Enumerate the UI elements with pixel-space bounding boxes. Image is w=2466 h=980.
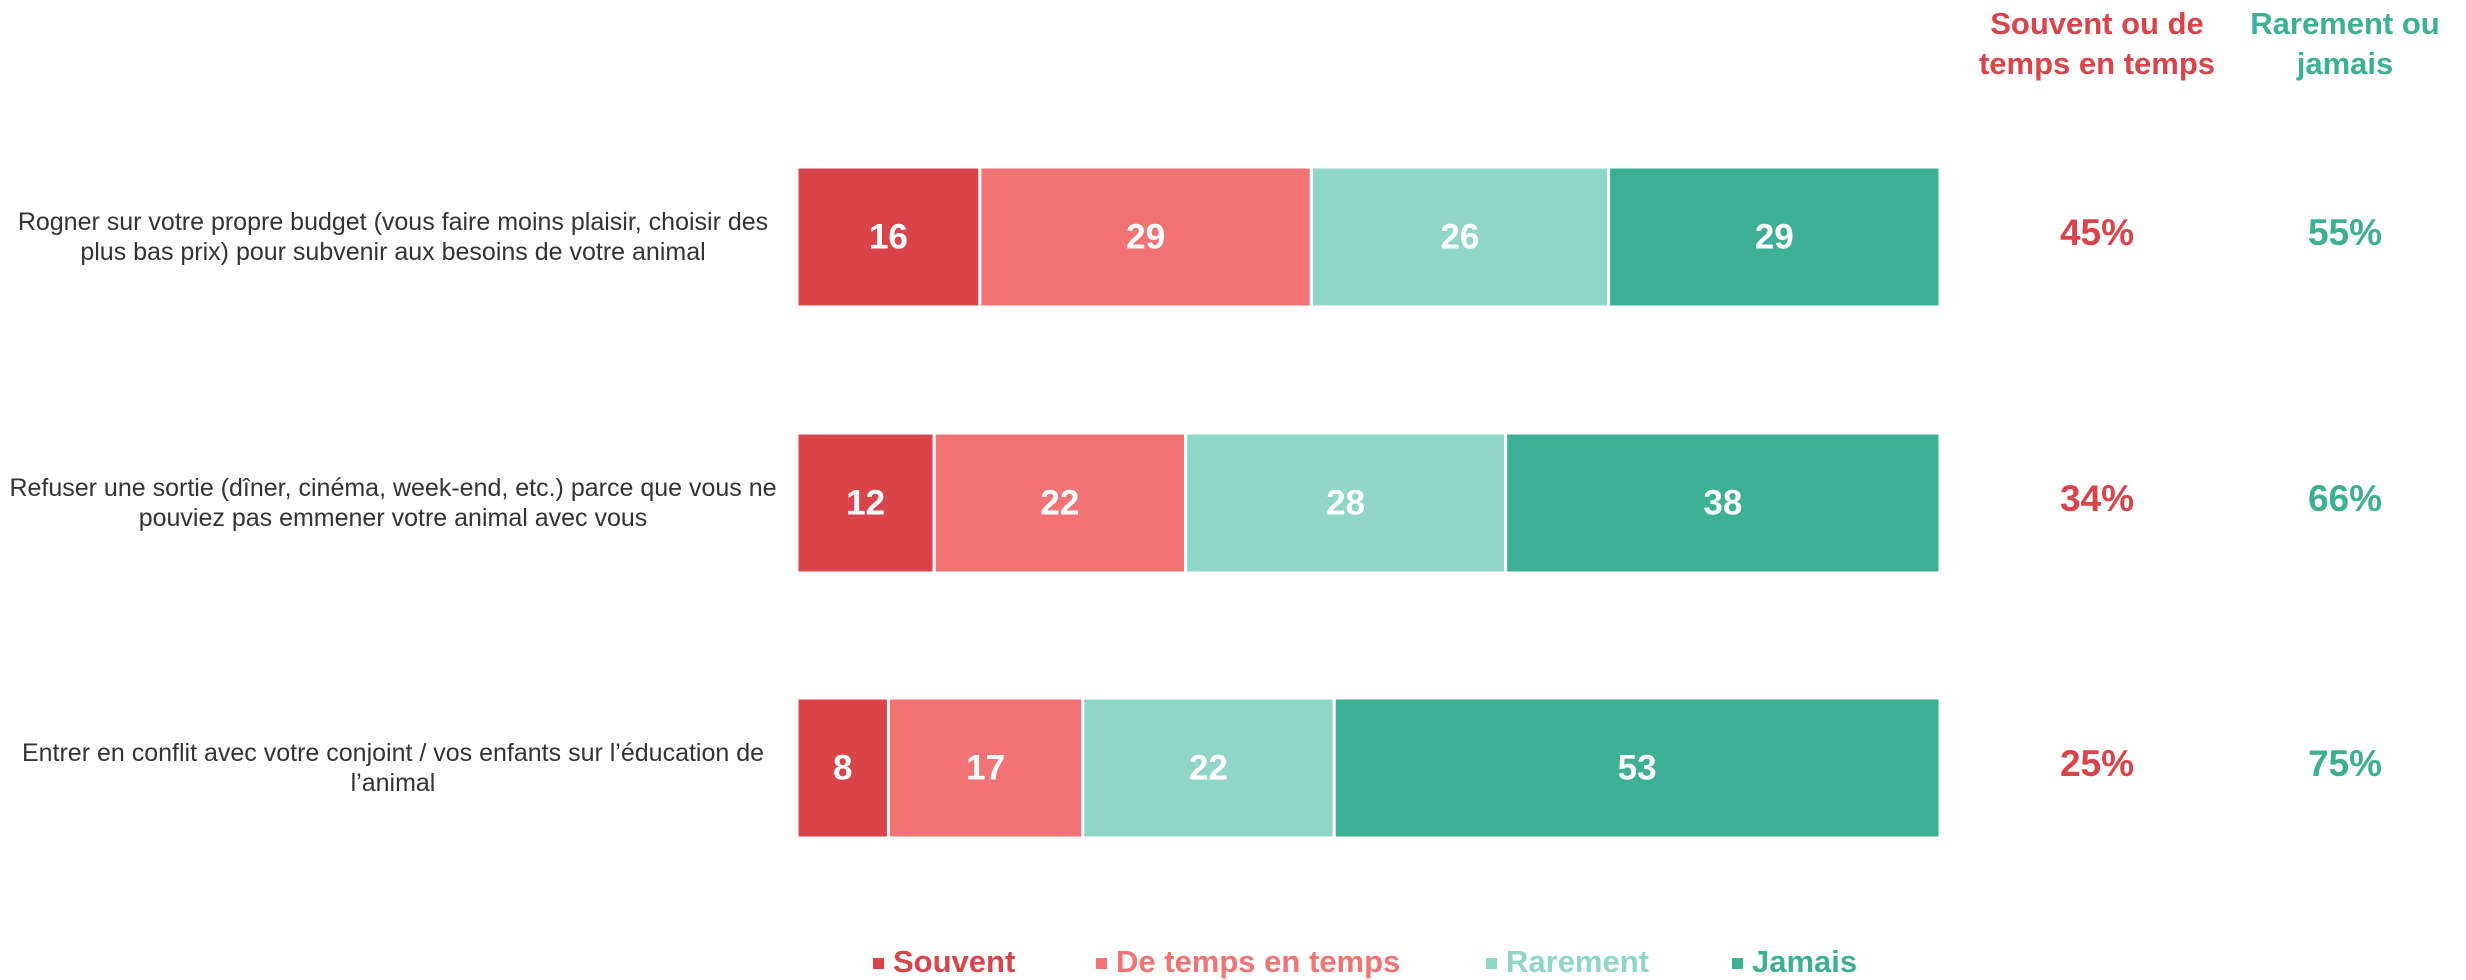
data-label: 29: [1755, 217, 1794, 256]
summary-value: 25%: [2060, 743, 2134, 784]
bar-segment: [1504, 431, 1942, 575]
data-label: 8: [833, 748, 852, 787]
data-label: 16: [869, 217, 908, 256]
legend-swatch: [1732, 958, 1743, 969]
summary-value: 34%: [2060, 478, 2134, 519]
legend-label: Rarement: [1506, 944, 1649, 979]
legend-label: Souvent: [893, 944, 1015, 979]
summary-value: 75%: [2308, 743, 2382, 784]
summary-value: 66%: [2308, 478, 2382, 519]
legend-label: De temps en temps: [1116, 944, 1400, 979]
bar-segment: [795, 165, 982, 309]
data-label: 53: [1618, 748, 1657, 787]
data-label: 22: [1040, 483, 1079, 522]
category-label: Refuser une sortie (dîner, cinéma, week-…: [9, 474, 777, 532]
data-label: 28: [1326, 483, 1365, 522]
summary-header: Souvent ou de temps en temps: [1978, 6, 2215, 82]
category-label: Rogner sur votre propre budget (vous fai…: [17, 208, 769, 266]
data-label: 12: [846, 483, 885, 522]
summary-value: 45%: [2060, 212, 2134, 253]
legend-label: Jamais: [1752, 944, 1857, 979]
summary-value: 55%: [2308, 212, 2382, 253]
bar-segment: [1184, 431, 1508, 575]
data-label: 38: [1703, 483, 1742, 522]
bar-segment: [932, 431, 1188, 575]
bar-segment: [886, 696, 1085, 840]
bar-segment: [1332, 696, 1942, 840]
legend-swatch: [873, 958, 884, 969]
summary-header: Rarement ou jamais: [2250, 6, 2440, 82]
category-label: Entrer en conflit avec votre conjoint / …: [21, 739, 765, 797]
bar-segment: [978, 165, 1313, 309]
legend-swatch: [1096, 958, 1107, 969]
data-label: 17: [966, 748, 1005, 787]
data-label: 26: [1440, 217, 1479, 256]
legend-swatch: [1486, 958, 1497, 969]
data-label: 22: [1189, 748, 1228, 787]
bar-segment: [1607, 165, 1942, 309]
data-label: 29: [1126, 217, 1165, 256]
bar-segment: [795, 696, 890, 840]
